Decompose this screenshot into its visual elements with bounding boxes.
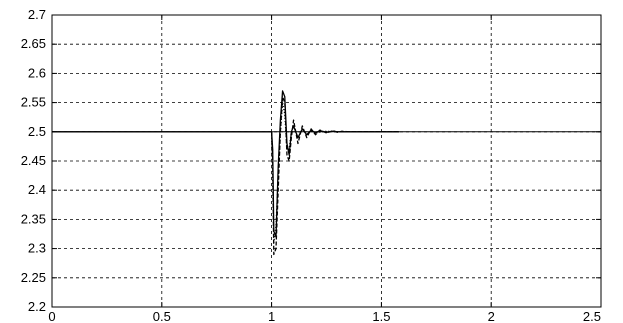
x-tick-label: 2	[488, 309, 495, 323]
x-tick-label: 1	[268, 309, 275, 323]
series-2-point	[272, 160, 274, 162]
series-3-point	[310, 130, 312, 132]
series-3-point	[293, 125, 294, 127]
x-tick-label: 1.5	[372, 309, 390, 323]
series-2-point	[277, 189, 279, 191]
x-tick-label: 2.5	[583, 309, 601, 323]
series-2-point	[286, 154, 288, 156]
series-3-point	[282, 102, 283, 103]
series-3-point	[398, 131, 400, 133]
y-tick-label: 2.45	[21, 153, 46, 168]
series-2-point	[310, 128, 312, 130]
series-1-point	[332, 130, 334, 132]
series-3-point	[348, 131, 349, 133]
series-3-point	[326, 130, 327, 132]
series-3-point	[284, 113, 286, 115]
grid-layer	[52, 15, 601, 307]
y-tick-labels: 2.2 2.25 2.3 2.35 2.4 2.45 2.5 2.55 2.6 2.65 2.7	[21, 7, 46, 314]
series-3-point	[277, 178, 279, 179]
plot-area	[52, 15, 601, 307]
series-3-point	[381, 131, 382, 133]
series-3-point	[275, 224, 277, 226]
series-2-point	[284, 102, 286, 103]
y-tick-label: 2.4	[28, 182, 46, 197]
series-1-point	[272, 148, 274, 150]
y-tick-label: 2.25	[21, 270, 46, 285]
series-2-point	[354, 131, 356, 133]
series-2-point	[341, 130, 343, 132]
series-3-point	[290, 131, 292, 133]
tick-layer	[51, 14, 602, 308]
series-3-point	[301, 128, 303, 130]
series-2-point	[273, 254, 275, 255]
series-2-point	[297, 143, 299, 144]
series-1-point	[282, 90, 283, 92]
series-3-point	[359, 131, 360, 133]
y-tick-label: 2.7	[28, 7, 46, 22]
y-tick-label: 2.65	[21, 36, 46, 51]
y-tick-label: 2.55	[21, 95, 46, 110]
series-2-point	[301, 125, 303, 127]
series-1-point	[284, 96, 286, 98]
y-tick-label: 2.6	[28, 65, 46, 80]
series-2-point	[315, 134, 316, 136]
series-layer	[51, 90, 400, 256]
series-2-point	[319, 129, 321, 131]
series-2-point	[275, 248, 277, 250]
x-tick-label: 0.5	[153, 309, 171, 323]
series-2-point	[326, 132, 327, 134]
series-3-point	[288, 148, 290, 150]
x-tick-labels: 0 0.5 1 1.5 2 2.5	[48, 309, 601, 323]
series-3-point	[306, 134, 308, 136]
series-3-point	[273, 242, 275, 244]
y-tick-label: 2.2	[28, 299, 46, 314]
series-3-point	[286, 148, 288, 150]
series-2-point	[288, 160, 290, 162]
y-tick-label: 2.5	[28, 124, 46, 139]
series-2-point	[293, 119, 294, 121]
x-tick-label: 0	[48, 309, 55, 323]
y-tick-label: 2.35	[21, 211, 46, 226]
series-line-3	[270, 101, 399, 244]
series-2-point	[306, 137, 308, 139]
series-1-point	[279, 119, 281, 121]
series-2-point	[332, 130, 334, 132]
series-3-point	[315, 132, 316, 134]
series-3-point	[279, 131, 281, 133]
series-3-point	[297, 137, 299, 139]
series-2-point	[282, 96, 283, 98]
series-3-point	[337, 131, 338, 133]
series-3-point	[271, 131, 272, 133]
y-tick-label: 2.3	[28, 241, 46, 256]
